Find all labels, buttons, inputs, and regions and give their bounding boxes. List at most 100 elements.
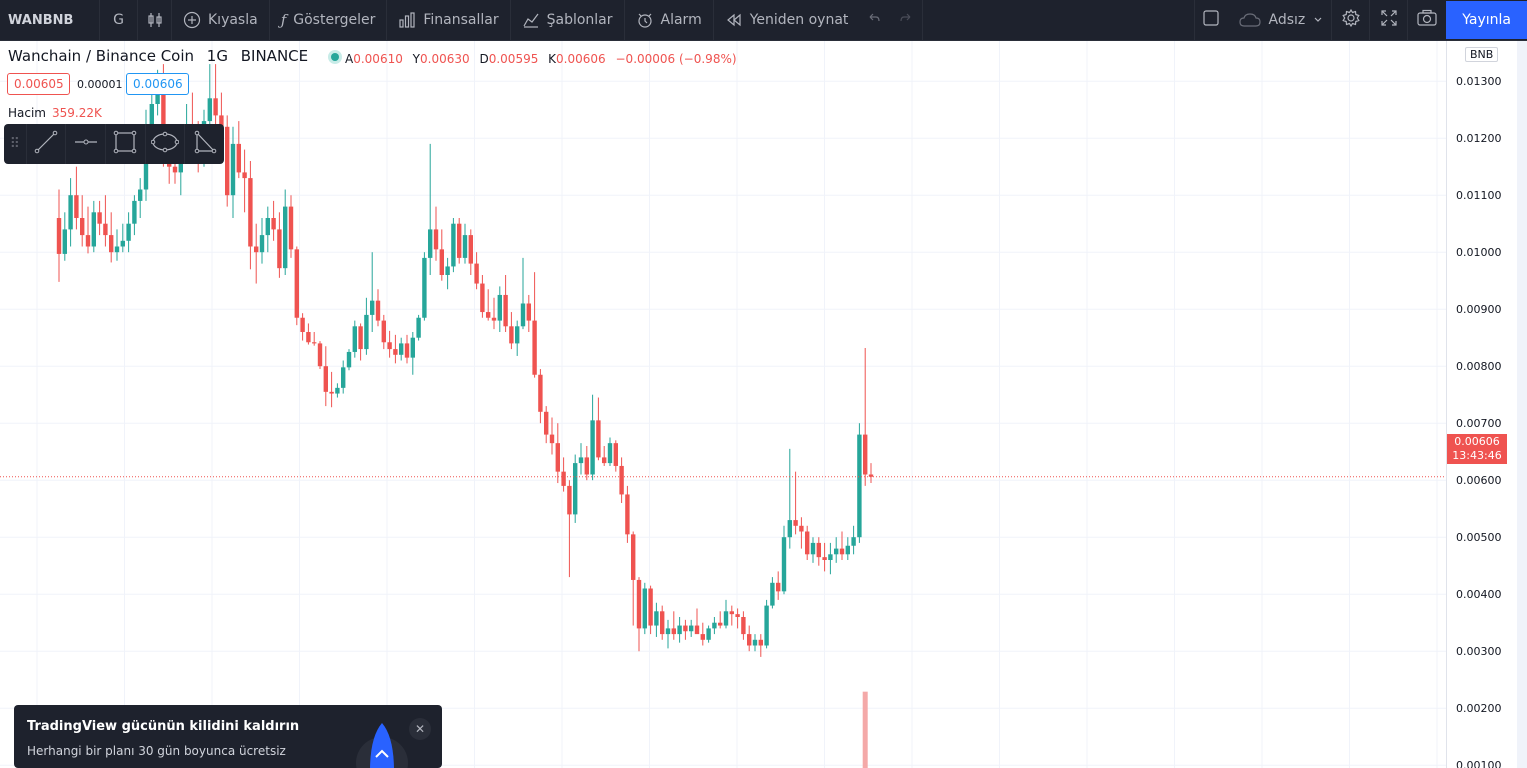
fullscreen-button[interactable] bbox=[1370, 0, 1409, 41]
close-value: 0.00606 bbox=[556, 52, 606, 66]
candle-body bbox=[787, 520, 792, 538]
indicators-label: Göstergeler bbox=[293, 12, 376, 28]
candle-body bbox=[793, 520, 798, 526]
buy-button[interactable]: 0.00606 bbox=[126, 73, 189, 95]
candle-body bbox=[816, 542, 821, 558]
candle-body bbox=[654, 611, 659, 626]
currency-label[interactable]: BNB bbox=[1465, 47, 1499, 62]
candle-body bbox=[781, 537, 787, 592]
financials-button[interactable]: Finansallar bbox=[387, 0, 511, 41]
candle-body bbox=[573, 463, 578, 515]
candle-body bbox=[868, 474, 874, 477]
cloud-icon bbox=[1238, 12, 1262, 28]
layout-select-button[interactable] bbox=[1193, 0, 1228, 41]
publish-label: Yayınla bbox=[1462, 11, 1511, 28]
candle-body bbox=[839, 548, 845, 555]
candle-body bbox=[80, 218, 85, 236]
candle-body bbox=[486, 312, 491, 318]
trend-line-tool[interactable] bbox=[25, 124, 66, 164]
alarm-button[interactable]: Alarm bbox=[625, 0, 714, 41]
y-tick-label: 0.00400 bbox=[1456, 588, 1502, 601]
candle-body bbox=[346, 351, 352, 368]
volume-value: 359.22K bbox=[52, 106, 102, 120]
y-tick-label: 0.00300 bbox=[1456, 645, 1502, 658]
market-open-dot-icon bbox=[330, 52, 339, 61]
layout-name-label: Adsız bbox=[1268, 12, 1306, 28]
candle-body bbox=[532, 320, 537, 375]
publish-button[interactable]: Yayınla bbox=[1446, 0, 1527, 39]
candle-body bbox=[677, 625, 682, 635]
candlestick-chart[interactable]: 0.01300 0.01200 0.01100 0.01000 0.00900 0.008… bbox=[0, 41, 1527, 768]
templates-button[interactable]: Şablonlar bbox=[511, 0, 625, 41]
candle-body bbox=[439, 249, 444, 275]
symbol-search-button[interactable]: WANBNB bbox=[0, 0, 100, 41]
candle-body bbox=[172, 166, 178, 173]
undo-button[interactable] bbox=[859, 0, 889, 41]
chart-type-button[interactable] bbox=[138, 0, 172, 41]
candle-body bbox=[828, 554, 833, 560]
snapshot-button[interactable] bbox=[1408, 0, 1446, 41]
candle-body bbox=[317, 343, 323, 367]
settings-button[interactable] bbox=[1332, 0, 1371, 41]
candle-body bbox=[497, 294, 502, 321]
replay-button[interactable]: Yeniden oynat bbox=[714, 0, 860, 41]
candle-body bbox=[752, 639, 758, 646]
candle-body bbox=[56, 218, 62, 254]
alarm-clock-icon bbox=[636, 11, 654, 29]
indicators-button[interactable]: ƒ Göstergeler bbox=[270, 0, 388, 41]
drag-handle-icon[interactable]: ⠿ bbox=[9, 136, 21, 152]
candle-body bbox=[567, 485, 572, 515]
candle-body bbox=[694, 625, 700, 635]
candle-body bbox=[381, 320, 386, 343]
candle-body bbox=[236, 143, 241, 173]
candle-body bbox=[312, 342, 317, 344]
drawing-toolbar: ⠿ bbox=[4, 124, 224, 164]
ellipse-tool[interactable] bbox=[144, 124, 185, 164]
redo-button[interactable] bbox=[889, 0, 924, 41]
y-tick-label: 0.01000 bbox=[1456, 246, 1502, 259]
candle-body bbox=[225, 126, 230, 196]
candle-body bbox=[520, 303, 526, 327]
current-price-value: 0.00606 bbox=[1454, 435, 1500, 448]
save-layout-button[interactable]: Adsız bbox=[1228, 0, 1333, 41]
triangle-tool[interactable] bbox=[184, 124, 224, 164]
candle-body bbox=[451, 223, 456, 267]
candle-body bbox=[445, 266, 450, 275]
candle-body bbox=[85, 235, 91, 247]
ellipse-icon bbox=[150, 130, 180, 158]
candle-body bbox=[805, 531, 810, 555]
y-tick-label: 0.00700 bbox=[1456, 417, 1502, 430]
candle-body bbox=[248, 178, 253, 247]
horizontal-ray-tool[interactable] bbox=[65, 124, 105, 164]
candle-body bbox=[404, 343, 410, 358]
candle-body bbox=[306, 332, 311, 343]
y-tick-label: 0.00200 bbox=[1456, 702, 1502, 715]
candle-body bbox=[822, 557, 827, 560]
candle-body bbox=[428, 229, 433, 258]
open-label: A bbox=[345, 52, 354, 66]
candle-body bbox=[114, 246, 120, 253]
candle-body bbox=[364, 314, 369, 350]
y-tick-label: 0.01200 bbox=[1456, 132, 1502, 145]
rocket-icon bbox=[352, 721, 412, 768]
candle-body bbox=[103, 223, 108, 236]
horizontal-line-icon bbox=[74, 130, 98, 158]
candle-body bbox=[410, 337, 415, 358]
promo-close-button[interactable]: ✕ bbox=[409, 718, 431, 740]
candle-body bbox=[636, 579, 642, 629]
interval-button[interactable]: G bbox=[100, 0, 138, 41]
candle-body bbox=[619, 465, 624, 495]
chart-area[interactable]: 0.01300 0.01200 0.01100 0.01000 0.00900 0.008… bbox=[0, 41, 1527, 768]
candle-body bbox=[509, 326, 514, 344]
candle-body bbox=[596, 420, 601, 458]
candle-body bbox=[149, 104, 154, 127]
compare-label: Kıyasla bbox=[208, 12, 258, 28]
rectangle-tool[interactable] bbox=[105, 124, 145, 164]
compare-button[interactable]: Kıyasla bbox=[172, 0, 270, 41]
sell-button[interactable]: 0.00605 bbox=[7, 73, 70, 95]
replay-label: Yeniden oynat bbox=[749, 12, 849, 28]
y-tick-label: 0.00500 bbox=[1456, 531, 1502, 544]
ask-value: 0.00606 bbox=[133, 77, 183, 91]
candle-body bbox=[265, 218, 270, 236]
low-value: 0.00595 bbox=[488, 52, 539, 66]
